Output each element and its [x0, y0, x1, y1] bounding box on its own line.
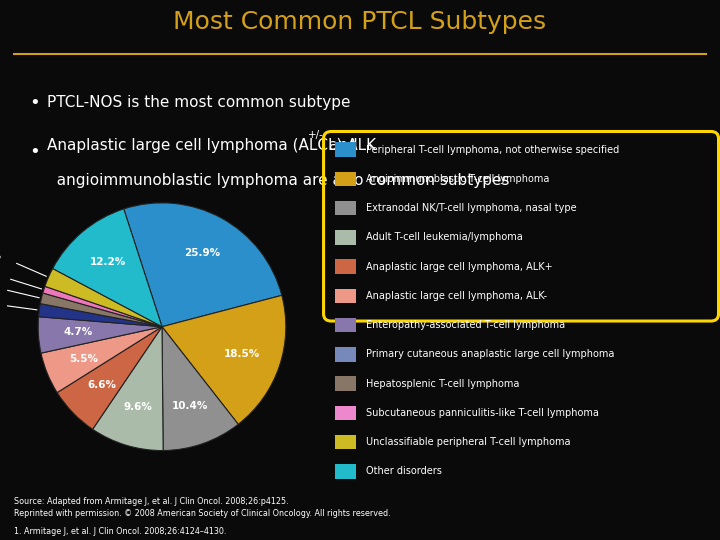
Text: Enteropathy-associated T-cell lymphoma: Enteropathy-associated T-cell lymphoma [366, 320, 564, 330]
Wedge shape [45, 268, 162, 327]
Text: Other disorders: Other disorders [366, 467, 441, 476]
Bar [335, 435, 356, 449]
Bar [335, 172, 356, 186]
Text: 6.6%: 6.6% [87, 380, 116, 390]
Text: 2.5%: 2.5% [0, 252, 1, 261]
Text: Unclassifiable peripheral T-cell lymphoma: Unclassifiable peripheral T-cell lymphom… [366, 437, 570, 447]
Text: Primary cutaneous anaplastic large cell lymphoma: Primary cutaneous anaplastic large cell … [366, 349, 614, 360]
Text: Peripheral T-cell lymphoma, not otherwise specified: Peripheral T-cell lymphoma, not otherwis… [366, 145, 618, 154]
Text: Anaplastic large cell lymphoma, ALK-: Anaplastic large cell lymphoma, ALK- [366, 291, 546, 301]
Bar [335, 230, 356, 245]
Wedge shape [39, 303, 162, 327]
Text: 25.9%: 25.9% [184, 248, 220, 258]
Text: 9.6%: 9.6% [123, 402, 152, 413]
Wedge shape [40, 293, 162, 327]
Bar [335, 288, 356, 303]
Wedge shape [42, 286, 162, 327]
Wedge shape [41, 327, 162, 393]
Text: Anaplastic large cell lymphoma (ALCL) ALK: Anaplastic large cell lymphoma (ALCL) AL… [47, 138, 376, 153]
Bar [335, 406, 356, 420]
Text: 12.2%: 12.2% [90, 257, 126, 267]
Bar [335, 201, 356, 215]
Wedge shape [57, 327, 162, 429]
Wedge shape [162, 295, 286, 424]
Text: 10.4%: 10.4% [171, 401, 208, 411]
Text: •: • [29, 143, 40, 161]
Text: Most Common PTCL Subtypes: Most Common PTCL Subtypes [174, 10, 546, 33]
Wedge shape [38, 317, 162, 353]
Wedge shape [162, 327, 238, 450]
Wedge shape [53, 209, 162, 327]
Text: Hepatosplenic T-cell lymphoma: Hepatosplenic T-cell lymphoma [366, 379, 519, 389]
Text: angioimmunoblastic lymphoma are also common subtypes: angioimmunoblastic lymphoma are also com… [47, 173, 509, 188]
Bar [335, 376, 356, 391]
Bar [335, 464, 356, 479]
Text: PTCL-NOS is the most common subtype: PTCL-NOS is the most common subtype [47, 95, 351, 110]
Text: 4.7%: 4.7% [63, 327, 93, 338]
Bar [335, 259, 356, 274]
Bar [335, 318, 356, 333]
Bar [335, 347, 356, 362]
Text: Source: Adapted from Armitage J, et al. J Clin Oncol. 2008;26:p4125.
Reprinted w: Source: Adapted from Armitage J, et al. … [14, 497, 391, 518]
Text: 18.5%: 18.5% [224, 349, 260, 359]
Text: Extranodal NK/T-cell lymphoma, nasal type: Extranodal NK/T-cell lymphoma, nasal typ… [366, 203, 576, 213]
Text: Adult T-cell leukemia/lymphoma: Adult T-cell leukemia/lymphoma [366, 232, 522, 242]
Text: +/-: +/- [308, 130, 324, 140]
Text: •: • [29, 93, 40, 112]
Text: 1. Armitage J, et al. J Clin Oncol. 2008;26:4124–4130.: 1. Armitage J, et al. J Clin Oncol. 2008… [14, 526, 227, 536]
Text: Subcutaneous panniculitis-like T-cell lymphoma: Subcutaneous panniculitis-like T-cell ly… [366, 408, 598, 418]
Wedge shape [93, 327, 163, 450]
Wedge shape [124, 203, 282, 327]
Text: 5.5%: 5.5% [70, 354, 99, 363]
Text: Angioimmunoblastic T-cell lymphoma: Angioimmunoblastic T-cell lymphoma [366, 174, 549, 184]
Text: Anaplastic large cell lymphoma, ALK+: Anaplastic large cell lymphoma, ALK+ [366, 261, 552, 272]
Text: and: and [324, 138, 358, 153]
Bar [335, 142, 356, 157]
